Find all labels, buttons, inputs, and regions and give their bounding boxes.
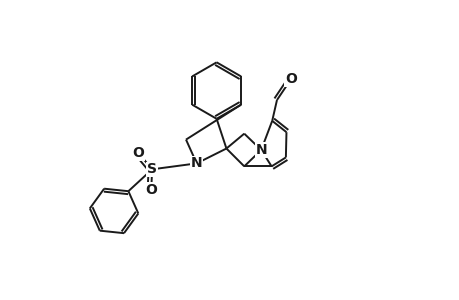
Text: S: S xyxy=(147,162,157,176)
Text: N: N xyxy=(255,143,266,157)
Text: O: O xyxy=(132,146,144,160)
Text: O: O xyxy=(285,72,296,86)
Text: N: N xyxy=(190,156,202,170)
Text: O: O xyxy=(145,183,157,197)
